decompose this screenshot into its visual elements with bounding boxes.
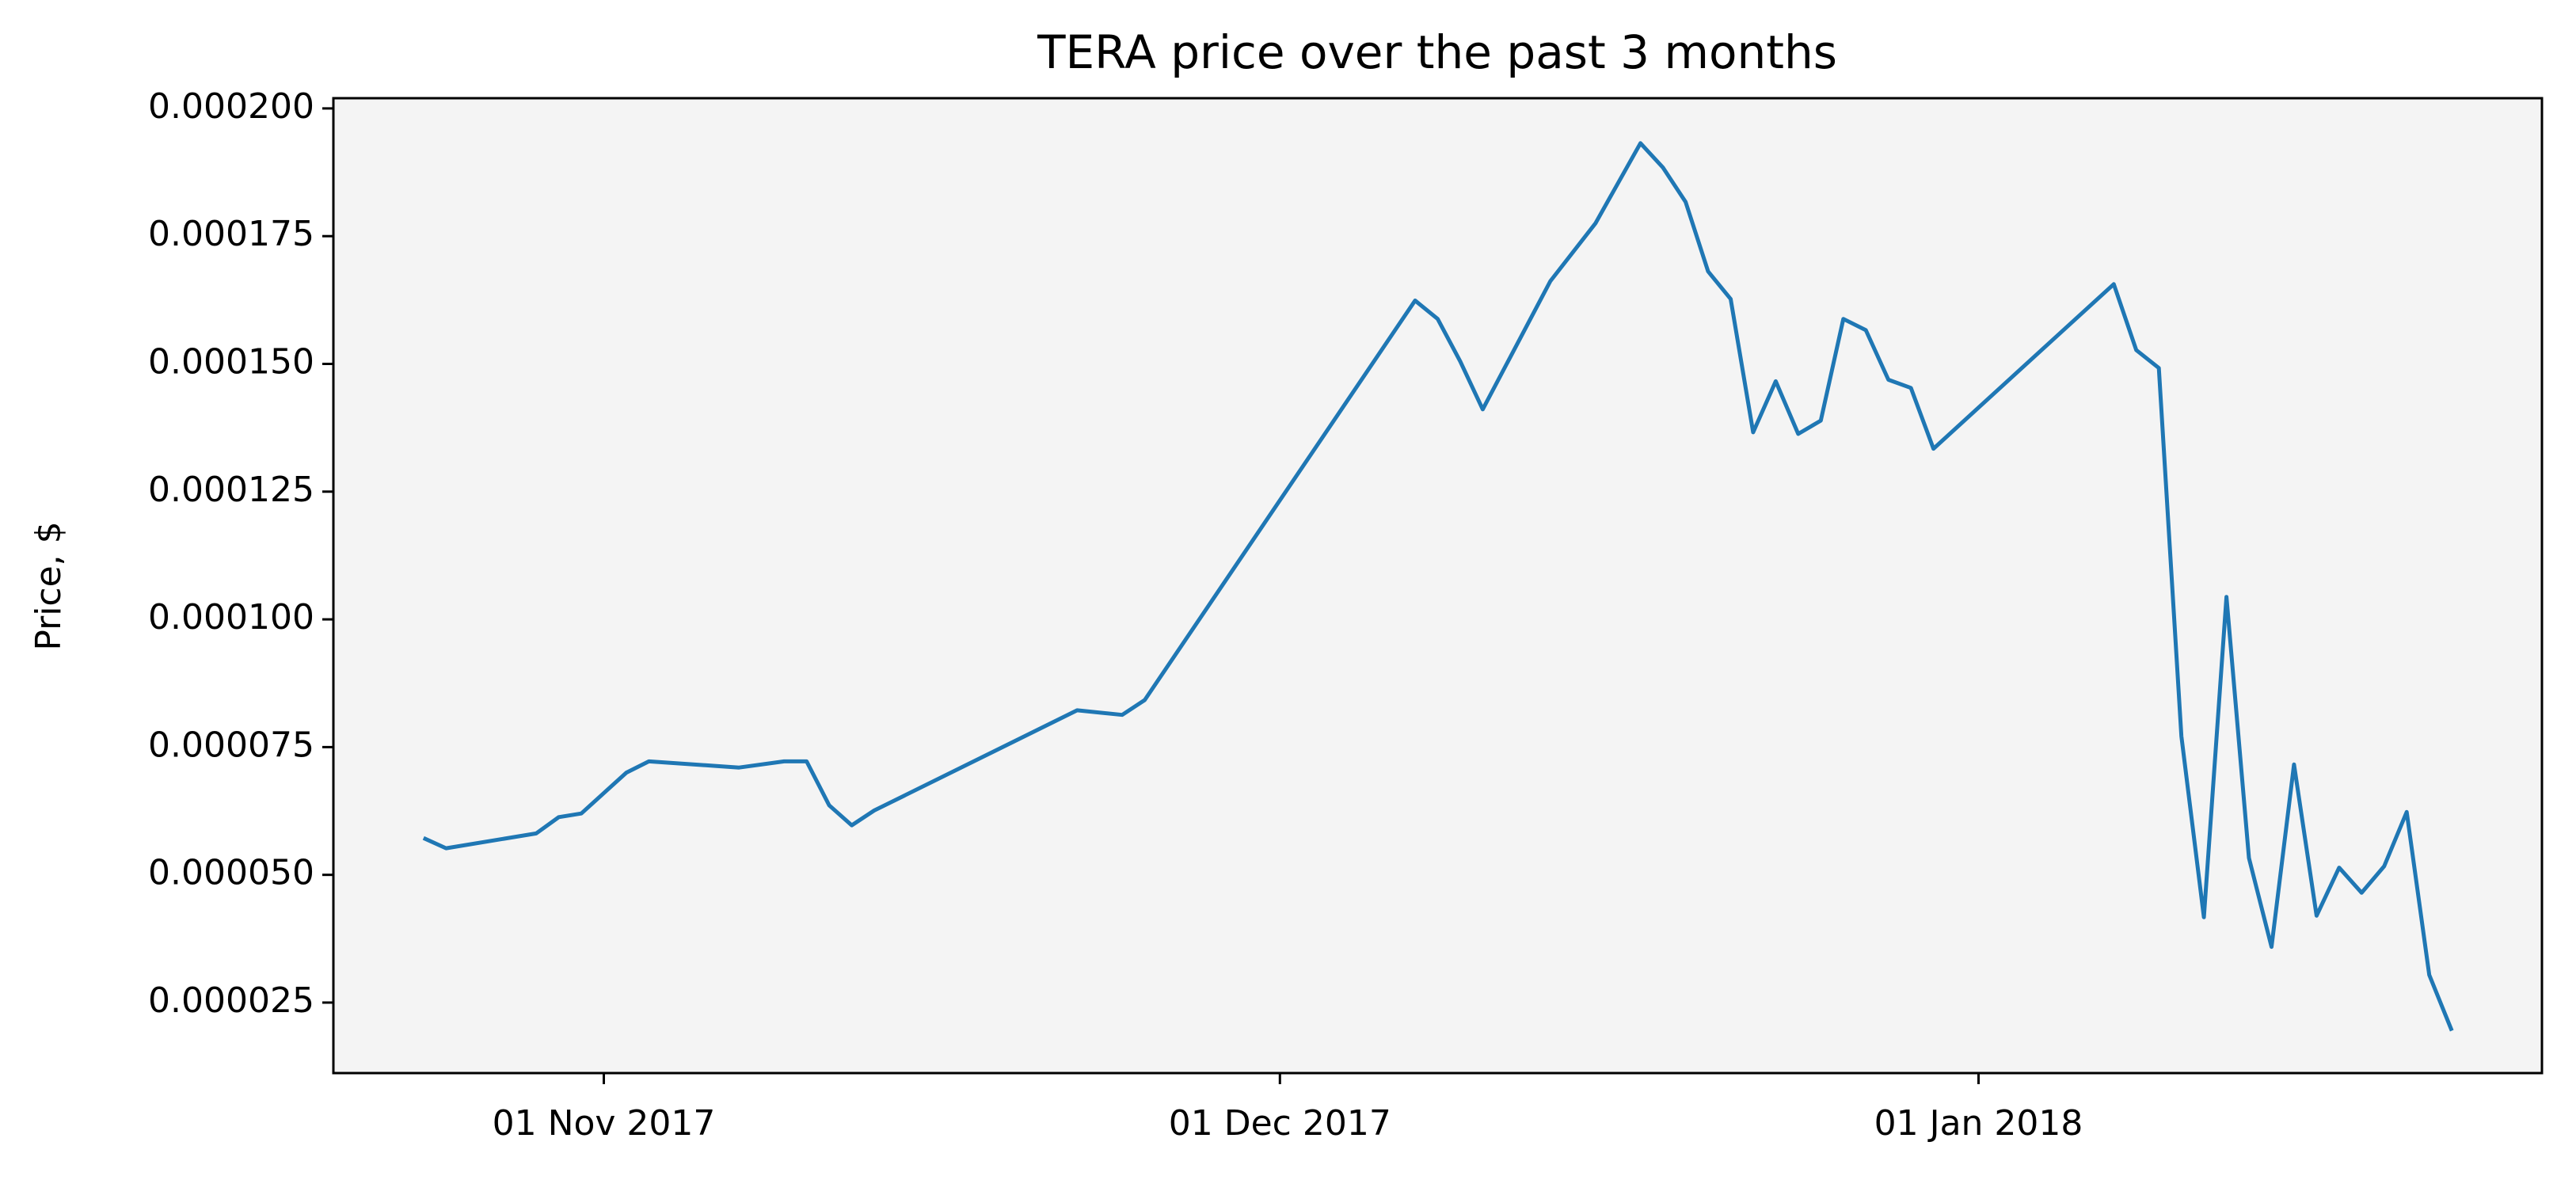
plot-background: [333, 98, 2542, 1073]
x-tick-label: 01 Dec 2017: [1169, 1103, 1391, 1144]
y-tick-label: 0.000150: [148, 341, 314, 382]
y-axis-label: Price, $: [29, 521, 69, 650]
y-tick-label: 0.000100: [148, 597, 314, 638]
y-tick-label: 0.000175: [148, 214, 314, 254]
y-tick-label: 0.000075: [148, 725, 314, 765]
y-tick-label: 0.000050: [148, 853, 314, 893]
plot-frame: [332, 97, 2544, 1075]
y-tick-label: 0.000025: [148, 980, 314, 1021]
y-tick-label: 0.000125: [148, 470, 314, 510]
y-tick-label: 0.000200: [148, 86, 314, 127]
price-line: [422, 141, 2454, 1032]
x-tick-label: 01 Jan 2018: [1874, 1103, 2083, 1144]
x-tick-label: 01 Nov 2017: [493, 1103, 716, 1144]
chart-title: TERA price over the past 3 months: [1037, 25, 1837, 79]
